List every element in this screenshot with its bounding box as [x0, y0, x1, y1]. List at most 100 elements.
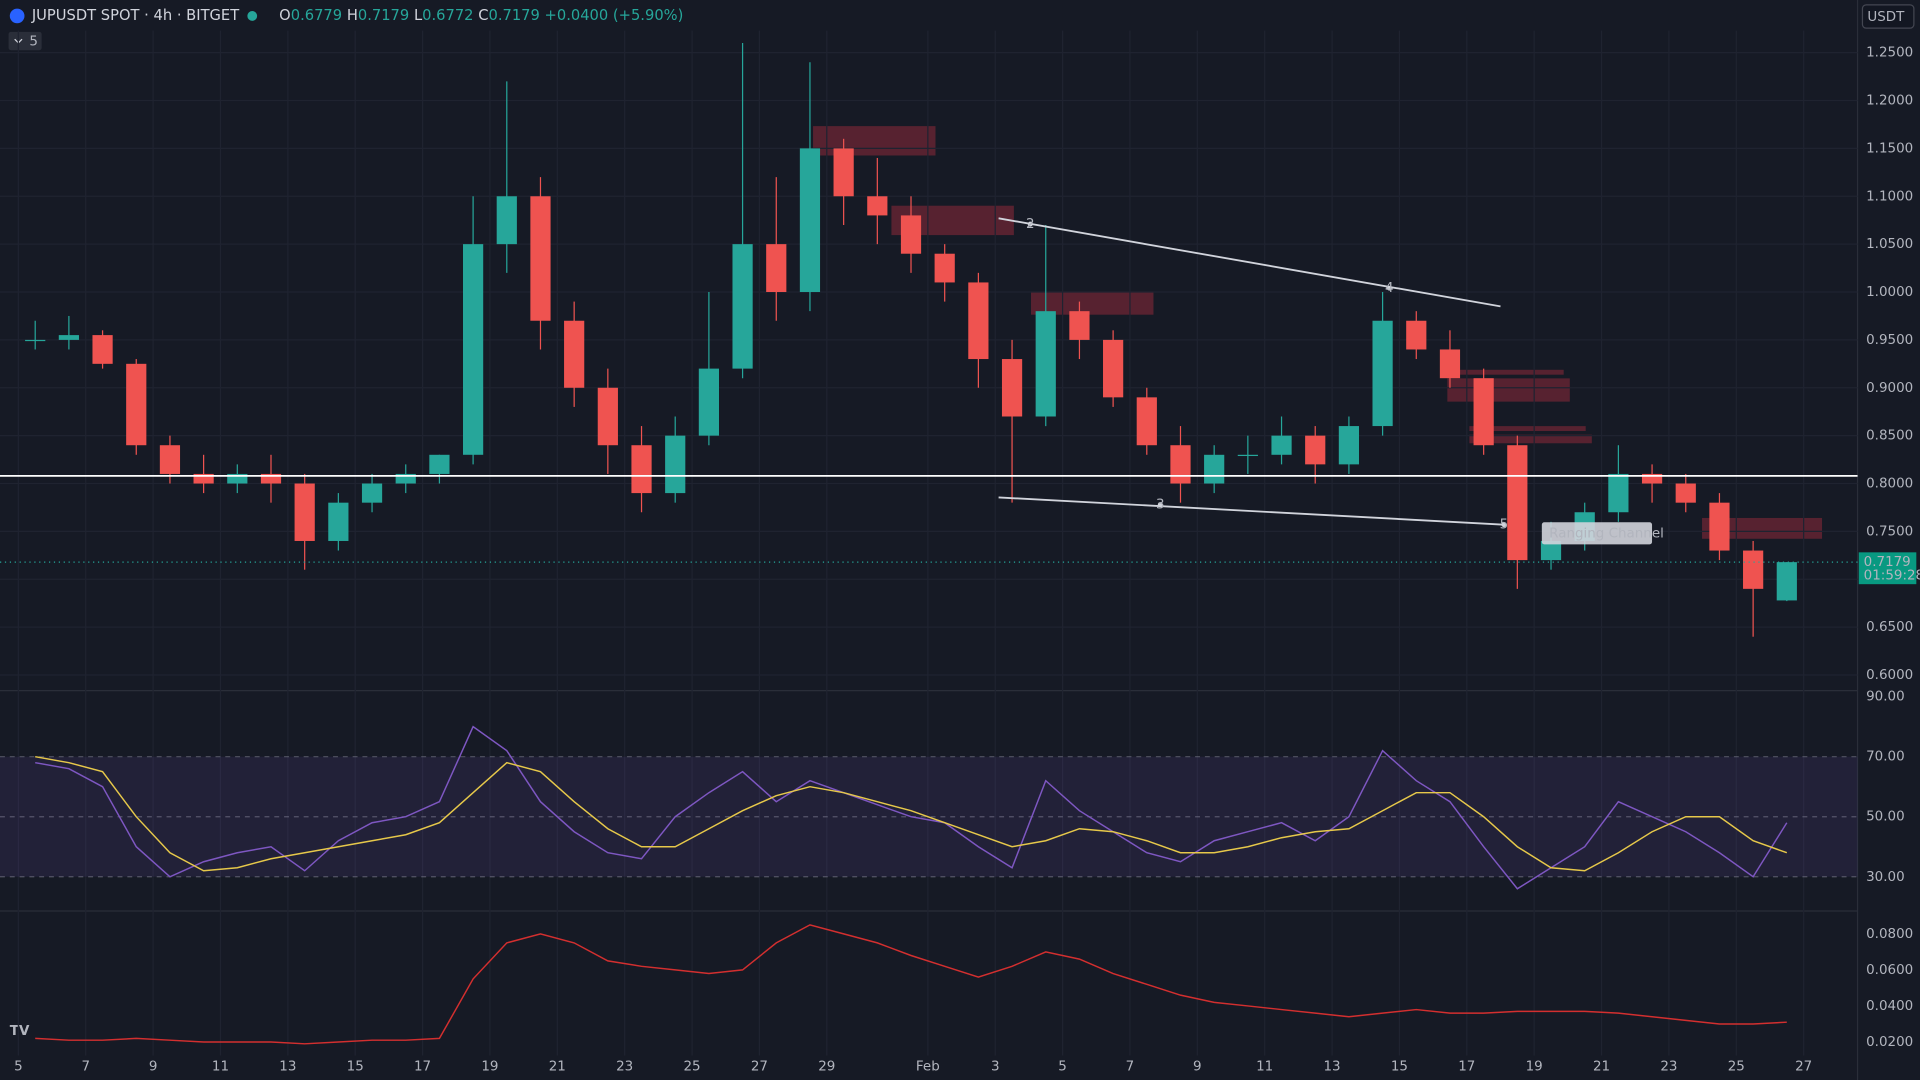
candle-body	[1305, 435, 1326, 465]
collapse-count[interactable]: 5	[29, 35, 38, 50]
candle-body	[867, 196, 888, 216]
zone	[1447, 369, 1564, 375]
header: JUPUSDT SPOT · 4h · BITGET O0.6779 H0.71…	[8, 4, 1915, 1039]
candle-body	[1473, 378, 1494, 446]
change: +0.0400	[545, 7, 609, 24]
x-tick-label: 25	[1728, 1060, 1745, 1075]
annotation-box	[1541, 522, 1653, 545]
logo: TV	[10, 1024, 30, 1039]
x-tick-label: 11	[1256, 1060, 1273, 1075]
currency[interactable]: USDT	[1867, 10, 1905, 25]
candle-body	[1406, 320, 1427, 350]
y-tick-label: 0.6500	[1866, 620, 1913, 635]
y-tick-label: 0.8500	[1866, 429, 1913, 444]
candle-body	[159, 445, 181, 474]
pattern-point	[1501, 522, 1507, 528]
candle-body	[732, 244, 753, 369]
y-tick-label: 1.1500	[1866, 141, 1913, 156]
pattern-label: 3	[1156, 498, 1165, 513]
candle-body	[1170, 445, 1191, 484]
x-tick-label: 19	[481, 1060, 498, 1075]
candle-body	[193, 473, 214, 484]
zone	[1447, 378, 1570, 402]
symbol-icon	[9, 8, 25, 24]
candle-body	[665, 435, 686, 494]
candle-body	[1776, 562, 1797, 601]
high: 0.7179	[358, 7, 409, 24]
pattern-point	[1386, 285, 1392, 291]
candle-body	[1001, 359, 1023, 417]
candle-body	[1237, 454, 1258, 457]
x-tick-label: 11	[212, 1060, 229, 1075]
low: 0.6772	[422, 7, 473, 24]
candle-body	[1035, 311, 1056, 417]
x-tick-label: 5	[1058, 1060, 1067, 1075]
candle-body	[631, 445, 652, 494]
candle-body	[900, 215, 922, 254]
x-tick-label: 17	[414, 1060, 431, 1075]
supply-zones	[813, 126, 1823, 539]
candle-body	[1439, 349, 1461, 379]
pattern-point	[1157, 502, 1163, 508]
indicator-line	[35, 755, 1788, 872]
y-tick-label: 70.00	[1866, 750, 1905, 765]
x-tick-label: 7	[1126, 1060, 1135, 1075]
x-tick-label: 15	[1391, 1060, 1408, 1075]
candle-body	[1507, 445, 1528, 561]
candle-body	[1540, 540, 1562, 561]
x-tick-label: 23	[1660, 1060, 1677, 1075]
candle-body	[799, 148, 821, 293]
x-tick-label: 25	[683, 1060, 700, 1075]
y-tick-label: 90.00	[1866, 690, 1905, 705]
l-label: L	[414, 7, 423, 24]
indicator-line	[35, 924, 1787, 1045]
y-tick-label: 0.9000	[1866, 381, 1913, 396]
y-tick-label: 0.6000	[1866, 668, 1913, 683]
currency-button[interactable]	[1861, 4, 1915, 29]
collapse-button[interactable]	[8, 31, 42, 51]
candle-body	[698, 368, 719, 436]
zone	[813, 126, 936, 156]
x-tick-label: 21	[1593, 1060, 1610, 1075]
pattern-label: 4	[1385, 281, 1394, 296]
candle-body	[530, 196, 551, 321]
candle-body	[934, 253, 955, 283]
x-tick-label: 13	[1324, 1060, 1341, 1075]
open: 0.6779	[291, 7, 342, 24]
candle-body	[395, 473, 416, 484]
candle-body	[1372, 320, 1393, 427]
y-tick-label: 0.8000	[1866, 477, 1913, 492]
candle-body	[227, 473, 248, 484]
trendline	[998, 217, 1501, 308]
y-tick-label: 0.0800	[1866, 927, 1913, 942]
y-tick-label: 0.0400	[1866, 999, 1913, 1014]
candle-body	[1103, 339, 1124, 398]
candle-body	[25, 339, 46, 342]
candle-body	[1271, 435, 1292, 455]
status-dot	[247, 11, 258, 21]
candle-body	[1709, 502, 1730, 551]
x-tick-label: Feb	[916, 1060, 940, 1075]
candle-body	[496, 196, 517, 245]
x-tick-label: 7	[81, 1060, 90, 1075]
candle-body	[1675, 483, 1696, 503]
y-tick-label: 1.1000	[1866, 189, 1913, 204]
c-label: C	[478, 7, 488, 24]
annotation: Ranging Channel	[1549, 526, 1664, 541]
symbol: JUPUSDT SPOT · 4h · BITGET	[31, 7, 240, 24]
candle-body	[1641, 473, 1663, 484]
h-label: H	[347, 7, 358, 24]
pattern-point	[1027, 221, 1033, 227]
candle-body	[260, 473, 282, 484]
candle-body	[429, 454, 450, 474]
x-tick-label: 5	[14, 1060, 23, 1075]
candle-body	[564, 320, 585, 388]
x-tick-label: 23	[616, 1060, 633, 1075]
indicator-line	[35, 725, 1788, 890]
candle-body	[766, 244, 787, 293]
candle-body	[833, 148, 854, 197]
price-label-box	[1858, 552, 1917, 585]
x-tick-label: 9	[1193, 1060, 1202, 1075]
trendline	[998, 496, 1504, 526]
